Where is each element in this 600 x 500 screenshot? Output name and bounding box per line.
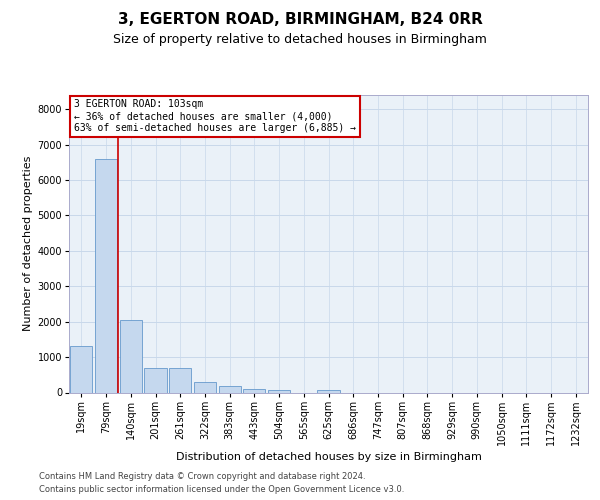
Bar <box>95 159 117 392</box>
Bar <box>243 389 265 392</box>
Bar <box>169 368 191 392</box>
Y-axis label: Number of detached properties: Number of detached properties <box>23 156 33 332</box>
Bar <box>268 390 290 392</box>
Bar <box>218 386 241 392</box>
Bar <box>70 346 92 393</box>
Bar <box>194 382 216 392</box>
Text: 3, EGERTON ROAD, BIRMINGHAM, B24 0RR: 3, EGERTON ROAD, BIRMINGHAM, B24 0RR <box>118 12 482 28</box>
Text: Contains HM Land Registry data © Crown copyright and database right 2024.: Contains HM Land Registry data © Crown c… <box>39 472 365 481</box>
Text: Contains public sector information licensed under the Open Government Licence v3: Contains public sector information licen… <box>39 485 404 494</box>
Text: 3 EGERTON ROAD: 103sqm
← 36% of detached houses are smaller (4,000)
63% of semi-: 3 EGERTON ROAD: 103sqm ← 36% of detached… <box>74 100 356 132</box>
Text: Size of property relative to detached houses in Birmingham: Size of property relative to detached ho… <box>113 32 487 46</box>
Bar <box>145 368 167 392</box>
Bar <box>317 390 340 392</box>
Bar <box>119 320 142 392</box>
X-axis label: Distribution of detached houses by size in Birmingham: Distribution of detached houses by size … <box>176 452 481 462</box>
